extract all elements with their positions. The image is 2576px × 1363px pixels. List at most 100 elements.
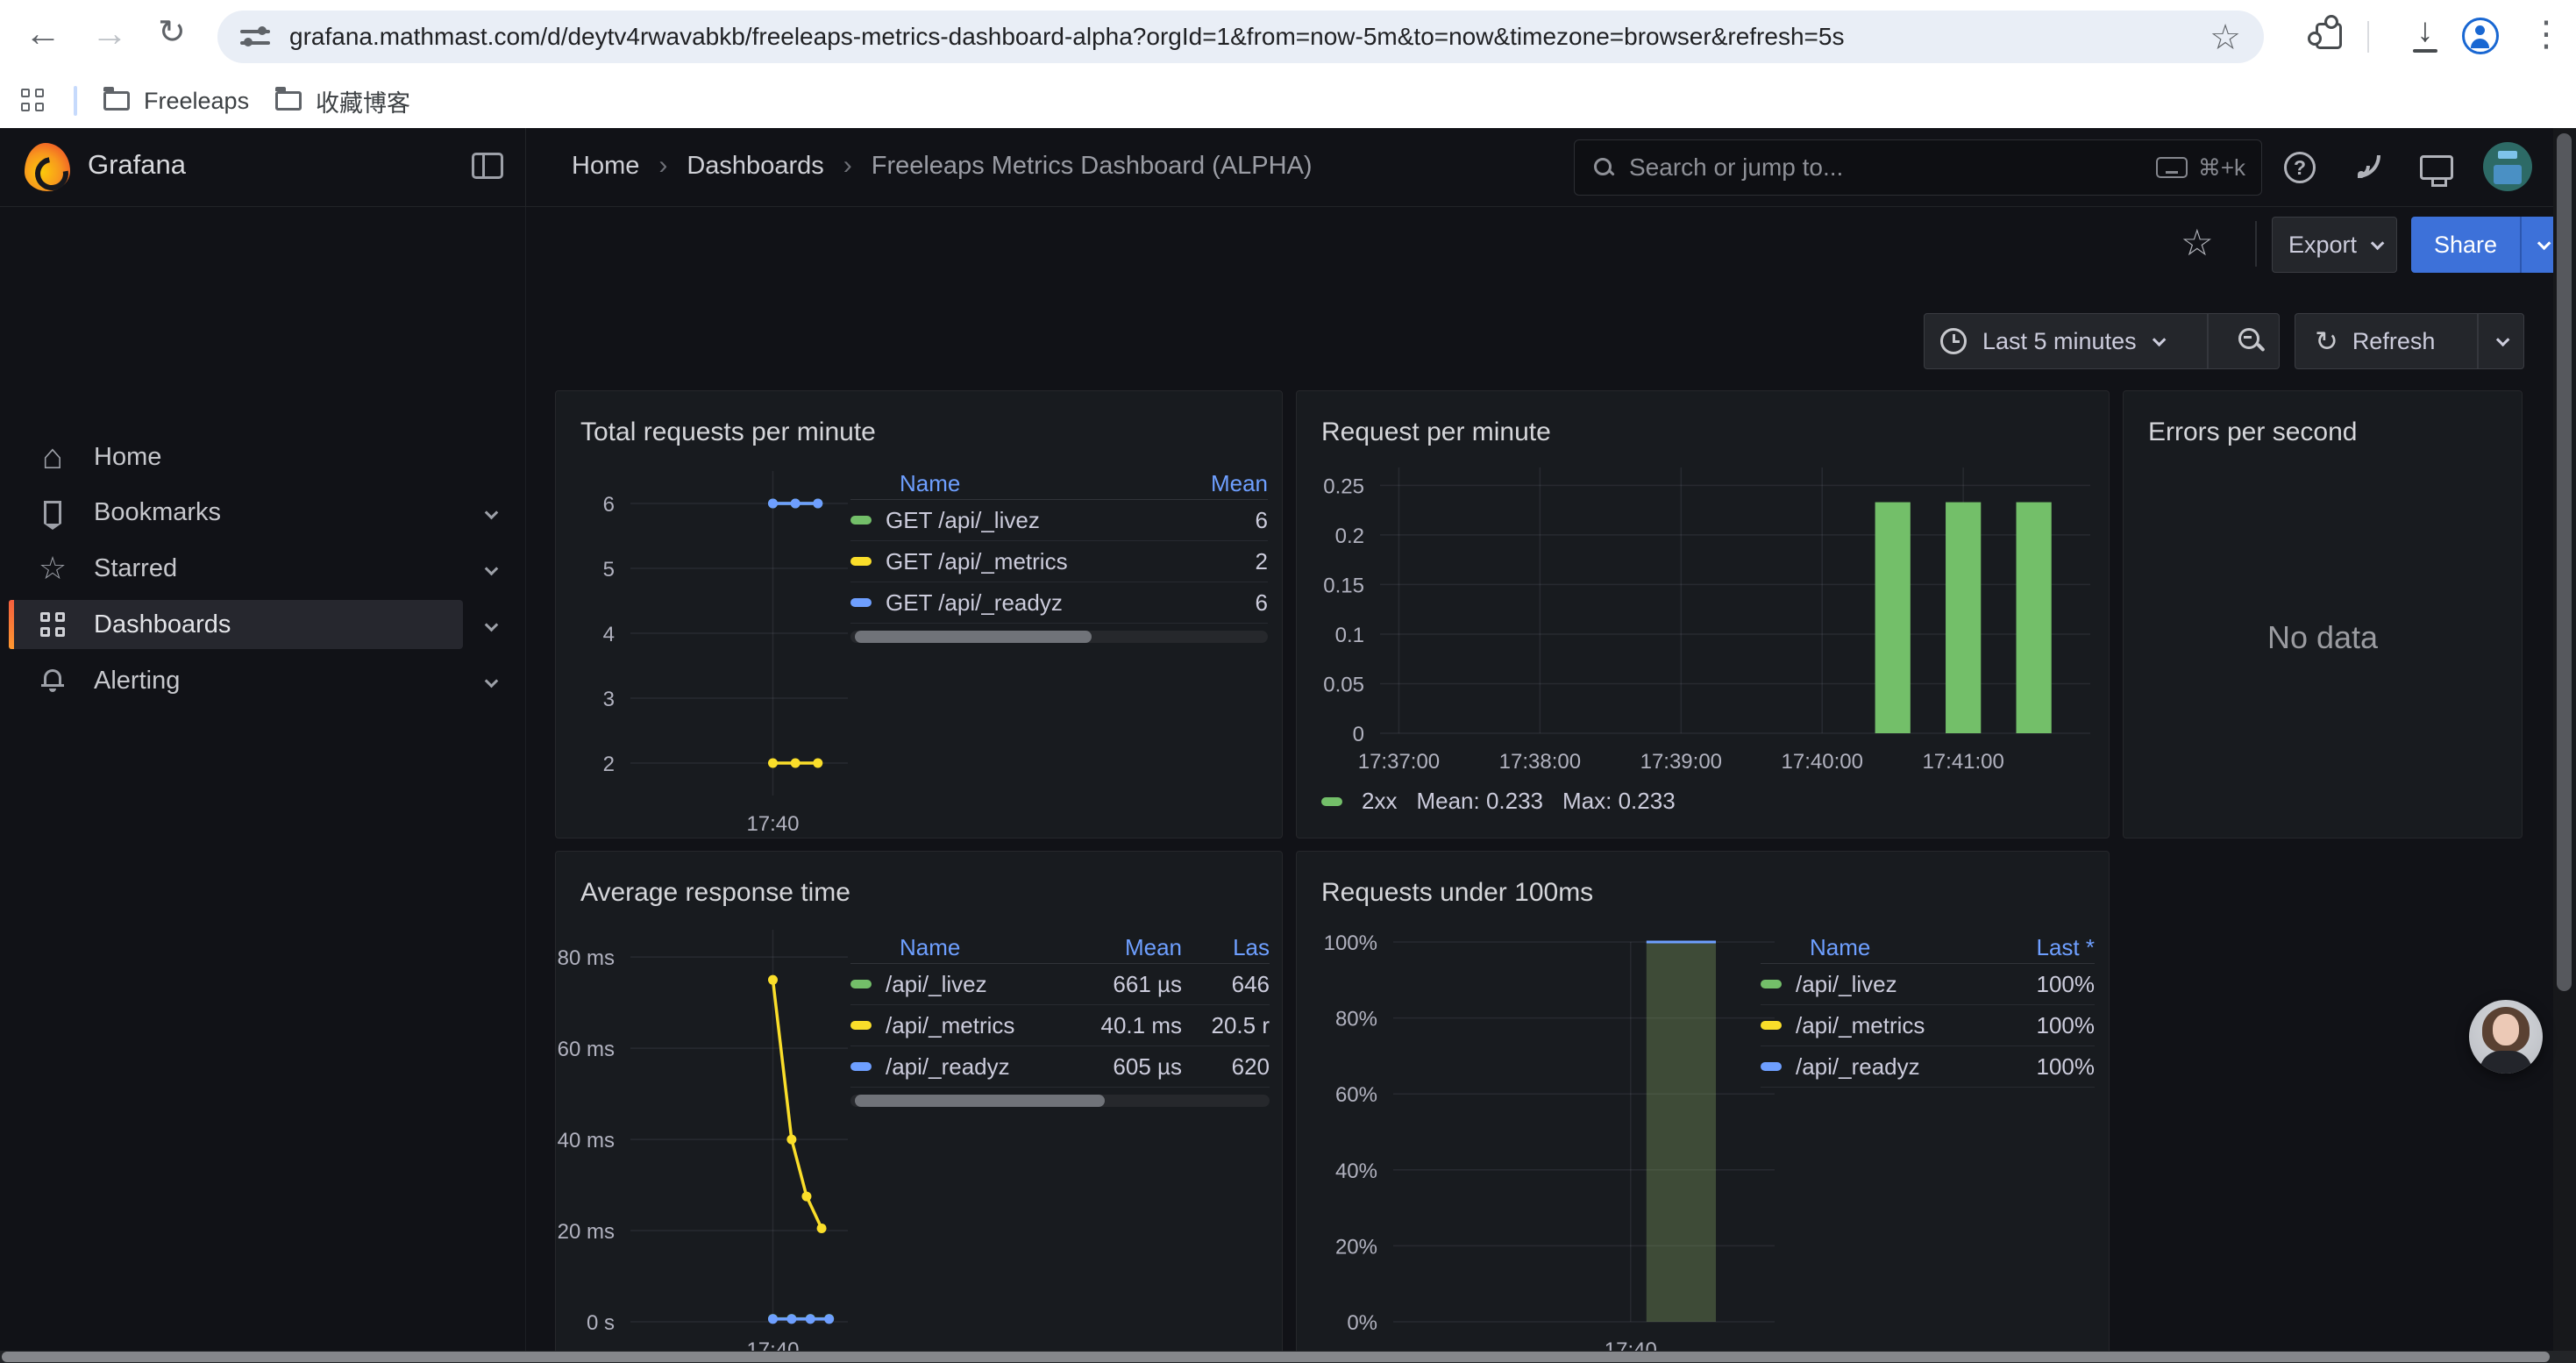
- panel-total-requests-per-minute: Total requests per minute 2 3 4 5 6 17:40 Name M…: [555, 390, 1283, 838]
- forward-icon[interactable]: →: [91, 12, 128, 54]
- chart-plot[interactable]: 2 3 4 5 6 17:40: [556, 391, 1284, 839]
- legend-row[interactable]: GET /api/_livez 6: [850, 500, 1268, 541]
- panel-title[interactable]: Total requests per minute: [580, 417, 876, 446]
- refresh-icon: ↻: [2315, 325, 2338, 357]
- sidebar-toggle-icon[interactable]: [472, 153, 503, 179]
- site-settings-icon[interactable]: [240, 22, 270, 52]
- legend-col[interactable]: Mean: [1124, 934, 1182, 960]
- refresh-button[interactable]: ↻ Refresh: [2295, 327, 2477, 355]
- chrome-menu-icon[interactable]: ⋮: [2529, 15, 2564, 54]
- breadcrumb-home[interactable]: Home: [572, 151, 640, 180]
- legend-col-name[interactable]: Name: [900, 934, 961, 960]
- downloads-icon[interactable]: ↓: [2408, 12, 2443, 54]
- back-icon[interactable]: ←: [25, 12, 61, 54]
- export-button[interactable]: Export: [2272, 217, 2397, 273]
- panel-title[interactable]: Average response time: [580, 878, 850, 907]
- legend-row[interactable]: /api/_readyz 605 µs 620: [850, 1046, 1270, 1088]
- legend-col[interactable]: Last *: [2036, 934, 2096, 960]
- chart-plot[interactable]: 0%20%40%60%80%100%17:40: [1297, 852, 2110, 1363]
- chevron-down-icon[interactable]: [484, 505, 499, 519]
- svg-text:40%: 40%: [1335, 1160, 1377, 1183]
- chevron-down-icon[interactable]: [484, 561, 499, 575]
- legend-scrollbar: [850, 1095, 1270, 1107]
- svg-text:6: 6: [603, 493, 615, 517]
- extensions-icon[interactable]: [2308, 15, 2342, 49]
- search-box[interactable]: ⌘+k: [1574, 139, 2262, 196]
- refresh-group: ↻ Refresh: [2295, 313, 2524, 369]
- address-bar[interactable]: grafana.mathmast.com/d/deytv4rwavabkb/fr…: [217, 11, 2264, 63]
- apps-grid-icon[interactable]: [21, 89, 44, 116]
- display-button[interactable]: [2413, 144, 2460, 191]
- legend-col-name[interactable]: Name: [1810, 934, 1871, 960]
- legend-col[interactable]: Mean: [1210, 470, 1268, 496]
- bookmark-folder-blogs[interactable]: 收藏博客: [263, 81, 423, 121]
- chart-plot[interactable]: 0 0.05 0.1 0.15 0.2 0.25 17:37:00 17:38:00 17:39…: [1297, 391, 2110, 839]
- legend-table: Name Mean GET /api/_livez 6 GET /api/_metric…: [850, 468, 1268, 643]
- zoom-out-button[interactable]: [2224, 328, 2279, 354]
- legend-scrollbar-thumb[interactable]: [855, 631, 1092, 643]
- series-name[interactable]: 2xx: [1362, 788, 1398, 814]
- svg-text:17:37:00: 17:37:00: [1358, 750, 1440, 774]
- news-button[interactable]: [2345, 144, 2392, 191]
- bookmark-folder-freeleaps[interactable]: Freeleaps: [91, 81, 261, 121]
- series-name[interactable]: /api/_livez: [1796, 970, 1897, 997]
- series-name[interactable]: GET /api/_metrics: [886, 547, 1068, 574]
- legend-row[interactable]: /api/_livez 100%: [1761, 964, 2095, 1005]
- help-button[interactable]: ?: [2276, 144, 2323, 191]
- refresh-label: Refresh: [2352, 327, 2436, 354]
- chevron-down-icon: [2495, 332, 2510, 346]
- legend-row[interactable]: GET /api/_readyz 6: [850, 582, 1268, 624]
- sidebar-item-alerting[interactable]: Alerting: [9, 656, 499, 705]
- url-text[interactable]: grafana.mathmast.com/d/deytv4rwavabkb/fr…: [289, 23, 1845, 50]
- legend-scrollbar-thumb[interactable]: [855, 1095, 1105, 1107]
- legend-col-name[interactable]: Name: [900, 470, 961, 496]
- chevron-down-icon[interactable]: [484, 617, 499, 632]
- legend-inline[interactable]: 2xx Mean: 0.233 Max: 0.233: [1321, 788, 1676, 815]
- series-name[interactable]: /api/_metrics: [886, 1011, 1015, 1038]
- profile-icon[interactable]: [2462, 18, 2499, 54]
- zoom-out-icon: [2238, 328, 2265, 354]
- chevron-down-icon[interactable]: [484, 674, 499, 688]
- series-name[interactable]: /api/_readyz: [886, 1053, 1010, 1080]
- favorite-dashboard-icon[interactable]: ☆: [2181, 222, 2214, 263]
- legend-row[interactable]: /api/_livez 661 µs 646: [850, 964, 1270, 1005]
- breadcrumb-separator: ›: [843, 151, 852, 180]
- series-name[interactable]: /api/_readyz: [1796, 1053, 1920, 1080]
- time-range-picker[interactable]: Last 5 minutes: [1940, 328, 2191, 355]
- sidebar-item-home[interactable]: ⌂ Home: [9, 432, 463, 482]
- user-avatar[interactable]: [2483, 142, 2532, 191]
- series-name[interactable]: GET /api/_readyz: [886, 589, 1063, 616]
- sidebar-item-label: Starred: [94, 553, 178, 582]
- refresh-interval-button[interactable]: [2479, 332, 2523, 346]
- series-value: 2: [1255, 547, 1268, 574]
- series-name[interactable]: /api/_metrics: [1796, 1011, 1925, 1038]
- sidebar-item-dashboards[interactable]: Dashboards: [9, 600, 499, 649]
- share-button[interactable]: Share: [2411, 217, 2521, 273]
- sidebar-item-bookmarks[interactable]: Bookmarks: [9, 488, 499, 537]
- bookmark-star-icon[interactable]: ☆: [2210, 18, 2241, 57]
- horizontal-scrollbar-thumb[interactable]: [2, 1352, 2550, 1362]
- svg-text:17:41:00: 17:41:00: [1922, 750, 2003, 774]
- breadcrumb-dashboards[interactable]: Dashboards: [687, 151, 824, 180]
- svg-text:0.25: 0.25: [1323, 475, 1364, 498]
- panel-title[interactable]: Request per minute: [1321, 417, 1551, 446]
- series-name[interactable]: /api/_livez: [886, 970, 987, 997]
- legend-col[interactable]: Las: [1233, 934, 1270, 960]
- series-swatch: [850, 598, 872, 607]
- floating-assistant-avatar[interactable]: [2469, 1000, 2543, 1074]
- sidebar-item-starred[interactable]: ☆ Starred: [9, 544, 499, 593]
- series-name[interactable]: GET /api/_livez: [886, 506, 1040, 533]
- legend-row[interactable]: /api/_metrics 40.1 ms 20.5 r: [850, 1005, 1270, 1046]
- legend-row[interactable]: GET /api/_metrics 2: [850, 541, 1268, 582]
- legend-row[interactable]: /api/_metrics 100%: [1761, 1005, 2095, 1046]
- svg-text:17:40: 17:40: [746, 812, 799, 836]
- search-input[interactable]: [1629, 153, 2156, 182]
- panel-title[interactable]: Requests under 100ms: [1321, 878, 1594, 907]
- reload-icon[interactable]: ↻: [158, 14, 186, 51]
- vertical-scrollbar-thumb[interactable]: [2557, 133, 2572, 991]
- bookmarks-bar: Freeleaps 收藏博客: [0, 74, 2576, 128]
- legend-row[interactable]: /api/_readyz 100%: [1761, 1046, 2095, 1088]
- grafana-logo-icon[interactable]: [25, 143, 70, 191]
- panel-title[interactable]: Errors per second: [2148, 417, 2358, 446]
